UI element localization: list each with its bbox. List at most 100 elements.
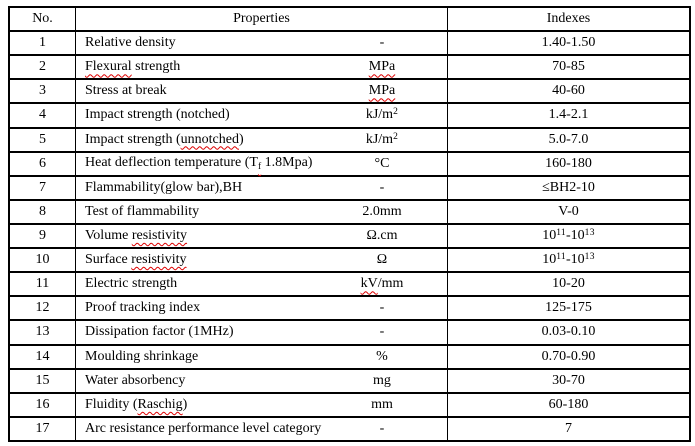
property-name: Fluidity (Raschig) <box>76 397 317 413</box>
row-number: 13 <box>35 324 50 340</box>
row-number-cell: 16 <box>10 393 76 416</box>
text-segment: Dissipation factor (1MHz) <box>85 324 234 340</box>
property-name: Heat deflection temperature (Tf 1.8Mpa) <box>76 155 317 172</box>
index-value: 30-70 <box>552 373 585 389</box>
row-number-cell: 8 <box>10 200 76 223</box>
row-number-cell: 17 <box>10 417 76 440</box>
unit-label: Ω <box>317 252 447 268</box>
property-cell: Impact strength (notched) kJ/m2 <box>76 104 448 127</box>
index-cell: 40-60 <box>448 80 689 102</box>
text-segment: MPa <box>368 59 396 75</box>
row-number-cell: 6 <box>10 152 76 175</box>
property-cell: Test of flammability 2.0mm <box>76 200 448 223</box>
property-name: Stress at break <box>76 83 317 99</box>
row-number-cell: 9 <box>10 224 76 248</box>
text-segment: mg <box>373 372 391 388</box>
row-number-cell: 4 <box>10 104 76 127</box>
text-segment: Ω <box>376 252 388 268</box>
text-segment: Volume <box>85 228 132 244</box>
text-segment: 60-180 <box>548 396 589 412</box>
unit-label: kJ/m2 <box>317 107 447 123</box>
text-segment: 70-85 <box>552 59 585 75</box>
text-segment: Arc resistance performance level categor… <box>85 420 322 436</box>
row-number: 6 <box>39 155 46 171</box>
unit-label: °C <box>317 156 447 172</box>
property-name: Surface resistivity <box>76 252 317 268</box>
text-segment: /mm <box>377 276 404 292</box>
text-segment: 40-60 <box>552 83 585 99</box>
text-segment: 13 <box>584 228 595 239</box>
text-segment: Fluidity ( <box>85 396 138 412</box>
index-cell: 125-175 <box>448 297 689 319</box>
row-number-cell: 13 <box>10 321 76 344</box>
table-row: 9 Volume resistivity Ω.cm 1011-1013 <box>10 224 689 250</box>
unit-label: 2.0mm <box>317 204 447 220</box>
index-value: 160-180 <box>545 156 592 172</box>
text-segment: 1.40-1.50 <box>541 35 596 51</box>
text-segment: 7 <box>565 420 572 436</box>
text-segment: V-0 <box>558 203 579 219</box>
unit-label: - <box>317 300 447 316</box>
index-cell: 1.4-2.1 <box>448 104 689 126</box>
text-segment: Raschig <box>137 396 183 412</box>
property-name: Relative density <box>76 35 317 51</box>
text-segment: ≤BH2-10 <box>542 179 595 195</box>
text-segment: Surface <box>85 252 132 268</box>
row-number-cell: 14 <box>10 345 76 368</box>
text-segment: MPa <box>368 83 396 99</box>
property-cell: Volume resistivity Ω.cm <box>76 224 448 248</box>
text-segment: 2 <box>393 131 399 142</box>
unit-label: - <box>317 421 447 437</box>
text-segment: kJ/m <box>365 131 394 147</box>
text-segment: 30-70 <box>552 372 585 388</box>
index-cell: 1.40-1.50 <box>448 32 689 54</box>
table-row: 16 Fluidity (Raschig) mm 60-180 <box>10 393 689 418</box>
text-segment: Proof tracking index <box>85 300 201 316</box>
property-cell: Relative density - <box>76 32 448 55</box>
text-segment: - <box>379 35 385 51</box>
property-name: Dissipation factor (1MHz) <box>76 324 317 340</box>
text-segment: 0.03-0.10 <box>541 324 596 340</box>
table-row: 4 Impact strength (notched) kJ/m2 1.4-2.1 <box>10 104 689 129</box>
table-row: 3 Stress at break MPa 40-60 <box>10 80 689 105</box>
text-segment: -10 <box>565 228 585 244</box>
header-indexes: Indexes <box>448 8 689 30</box>
text-segment: resistivity <box>131 228 188 244</box>
text-segment: - <box>379 420 385 436</box>
table-row: 10 Surface resistivity Ω 1011-1013 <box>10 249 689 274</box>
properties-indexes-table: No. Properties Indexes 1 Relative density… <box>8 6 691 442</box>
table-row: 8 Test of flammability 2.0mm V-0 <box>10 200 689 225</box>
property-name: Volume resistivity <box>76 228 317 244</box>
table-header-row: No. Properties Indexes <box>10 8 689 33</box>
index-value: 0.70-0.90 <box>542 349 596 365</box>
text-segment: Flammability(glow bar),BH <box>85 179 243 195</box>
property-cell: Proof tracking index - <box>76 297 448 320</box>
property-name: Electric strength <box>76 276 317 292</box>
text-segment: Impact strength ( <box>85 131 181 147</box>
row-number-cell: 3 <box>10 80 76 103</box>
text-segment: 2.0mm <box>362 203 402 219</box>
text-segment: kJ/m <box>365 107 394 123</box>
unit-label: MPa <box>317 59 447 75</box>
table-row: 17 Arc resistance performance level categ… <box>10 417 689 440</box>
text-segment: 10 <box>542 252 557 268</box>
index-value: 7 <box>565 421 572 437</box>
text-segment: resistivity <box>131 252 187 268</box>
table-row: 14 Moulding shrinkage% 0.70-0.90 <box>10 345 689 370</box>
table-row: 5 Impact strength (unnotched) kJ/m2 5.0-7.0 <box>10 128 689 153</box>
row-number-cell: 2 <box>10 56 76 79</box>
property-name: Moulding shrinkage <box>76 349 317 365</box>
property-cell: Flexural strength MPa <box>76 56 448 79</box>
header-properties: Properties <box>76 8 448 31</box>
text-segment: -10 <box>565 252 585 268</box>
row-number: 14 <box>35 348 50 364</box>
index-cell: 160-180 <box>448 153 689 175</box>
index-value: 10-20 <box>552 276 585 292</box>
text-segment: Electric strength <box>85 276 178 292</box>
row-number-cell: 12 <box>10 297 76 320</box>
row-number: 15 <box>35 372 50 388</box>
row-number-cell: 10 <box>10 249 76 272</box>
header-no-label: No. <box>32 11 53 27</box>
header-properties-label: Properties <box>233 11 290 27</box>
row-number: 7 <box>39 179 46 195</box>
